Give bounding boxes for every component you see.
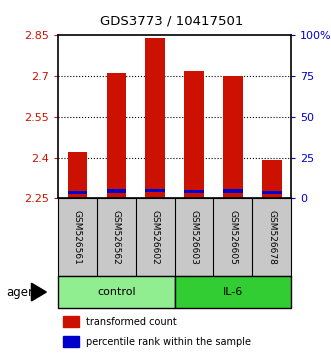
Bar	[223, 189, 243, 193]
Bar	[58, 276, 175, 308]
Bar	[223, 76, 243, 198]
Bar	[63, 336, 79, 347]
Bar	[145, 38, 165, 198]
Bar	[63, 316, 79, 327]
Text: transformed count: transformed count	[86, 317, 177, 327]
Text: GSM526561: GSM526561	[73, 210, 82, 265]
Bar	[262, 191, 282, 194]
Text: GDS3773 / 10417501: GDS3773 / 10417501	[100, 14, 244, 27]
Text: IL-6: IL-6	[223, 287, 243, 297]
Text: GSM526562: GSM526562	[112, 210, 121, 264]
Bar	[107, 189, 126, 193]
Text: control: control	[97, 287, 136, 297]
Bar	[262, 160, 282, 198]
Bar	[175, 276, 291, 308]
Text: GSM526603: GSM526603	[190, 210, 199, 265]
Bar	[68, 152, 87, 198]
Polygon shape	[31, 283, 46, 301]
Text: percentile rank within the sample: percentile rank within the sample	[86, 337, 251, 347]
Text: GSM526602: GSM526602	[151, 210, 160, 264]
Bar	[68, 191, 87, 194]
Bar	[184, 190, 204, 193]
Text: GSM526605: GSM526605	[228, 210, 237, 265]
Text: agent: agent	[7, 286, 41, 298]
Bar	[107, 73, 126, 198]
Bar	[184, 71, 204, 198]
Text: GSM526678: GSM526678	[267, 210, 276, 265]
Bar	[145, 189, 165, 192]
